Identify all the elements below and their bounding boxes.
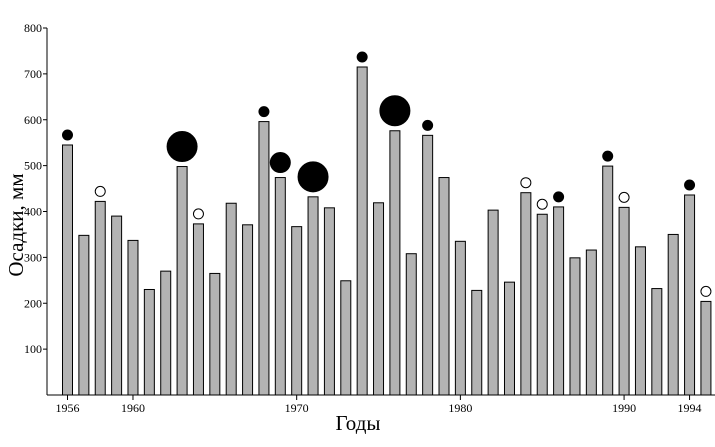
bar-1981: [471, 289, 483, 396]
marker-1995: [700, 285, 712, 297]
bar-1994: [684, 194, 696, 396]
marker-1990: [618, 191, 630, 203]
bar-1960: [127, 239, 139, 396]
marker-1958: [94, 185, 106, 197]
marker-1976: [379, 95, 411, 127]
bar-1973: [340, 280, 352, 396]
y-tick-label: 600: [24, 113, 42, 127]
bar-1990: [618, 206, 630, 396]
marker-1971: [297, 161, 329, 193]
marker-1989: [602, 150, 614, 162]
x-tick-label: 1960: [121, 401, 145, 415]
y-tick-label: 700: [24, 67, 42, 81]
bar-1993: [667, 233, 679, 396]
bar-1987: [569, 257, 581, 396]
y-tick-label: 800: [24, 21, 42, 35]
marker-1974: [356, 51, 368, 63]
y-tick-label: 100: [24, 342, 42, 356]
bar-1972: [323, 207, 335, 396]
bar-1975: [373, 202, 385, 396]
bar-1974: [356, 66, 368, 396]
bar-1984: [520, 192, 532, 396]
y-axis: 100 200 300 400 500 600 700 800: [24, 21, 48, 395]
bar-1985: [536, 213, 548, 396]
marker-1969: [269, 152, 291, 174]
marker-1964: [192, 208, 204, 220]
bar-1958: [94, 200, 106, 396]
bar-1977: [405, 253, 417, 396]
x-tick-label: 1956: [56, 401, 80, 415]
bar-1992: [651, 288, 663, 396]
bar-1957: [78, 234, 90, 396]
y-axis-title: Осадки, мм: [4, 173, 28, 276]
bar-1982: [487, 209, 499, 396]
bar-1988: [585, 249, 597, 396]
x-tick-label: 1994: [678, 401, 702, 415]
bar-1976: [389, 130, 401, 396]
event-markers: [62, 51, 712, 297]
marker-1968: [258, 106, 270, 118]
marker-1984: [520, 177, 532, 189]
marker-1956: [62, 129, 73, 141]
x-axis: 1956 1960 1970 1980 1990 1994: [47, 394, 715, 415]
bar-1995: [700, 300, 712, 396]
bar-1967: [242, 224, 254, 396]
marker-1985: [536, 198, 548, 210]
bar-1983: [503, 281, 515, 396]
bar-1959: [111, 215, 123, 396]
y-tick-label: 200: [24, 296, 42, 310]
x-tick-label: 1980: [448, 401, 472, 415]
bar-1970: [291, 226, 303, 396]
bar-1963: [176, 166, 188, 396]
marker-1978: [422, 119, 434, 131]
marker-1963: [166, 131, 198, 163]
bar-1979: [438, 177, 450, 396]
bar-1968: [258, 121, 270, 396]
y-tick-label: 300: [24, 250, 42, 264]
x-axis-title: Годы: [336, 411, 381, 435]
x-tick-label: 1990: [612, 401, 636, 415]
marker-1994: [684, 179, 696, 191]
y-tick-label: 500: [24, 159, 42, 173]
bar-1966: [225, 202, 237, 396]
x-tick-label: 1970: [285, 401, 309, 415]
bar-1980: [454, 240, 466, 396]
bar-1989: [602, 165, 614, 396]
bar-1991: [634, 246, 646, 396]
bar-1956: [62, 144, 73, 396]
bar-1964: [192, 223, 204, 396]
bar-1986: [553, 206, 565, 396]
bar-1965: [209, 272, 221, 396]
bar-1978: [422, 134, 434, 396]
marker-1986: [553, 191, 565, 203]
bar-1969: [274, 177, 286, 396]
bar-1961: [143, 288, 155, 396]
y-tick-label: 400: [24, 205, 42, 219]
bars: [62, 66, 712, 396]
bar-1962: [160, 270, 172, 396]
bar-1971: [307, 196, 319, 396]
